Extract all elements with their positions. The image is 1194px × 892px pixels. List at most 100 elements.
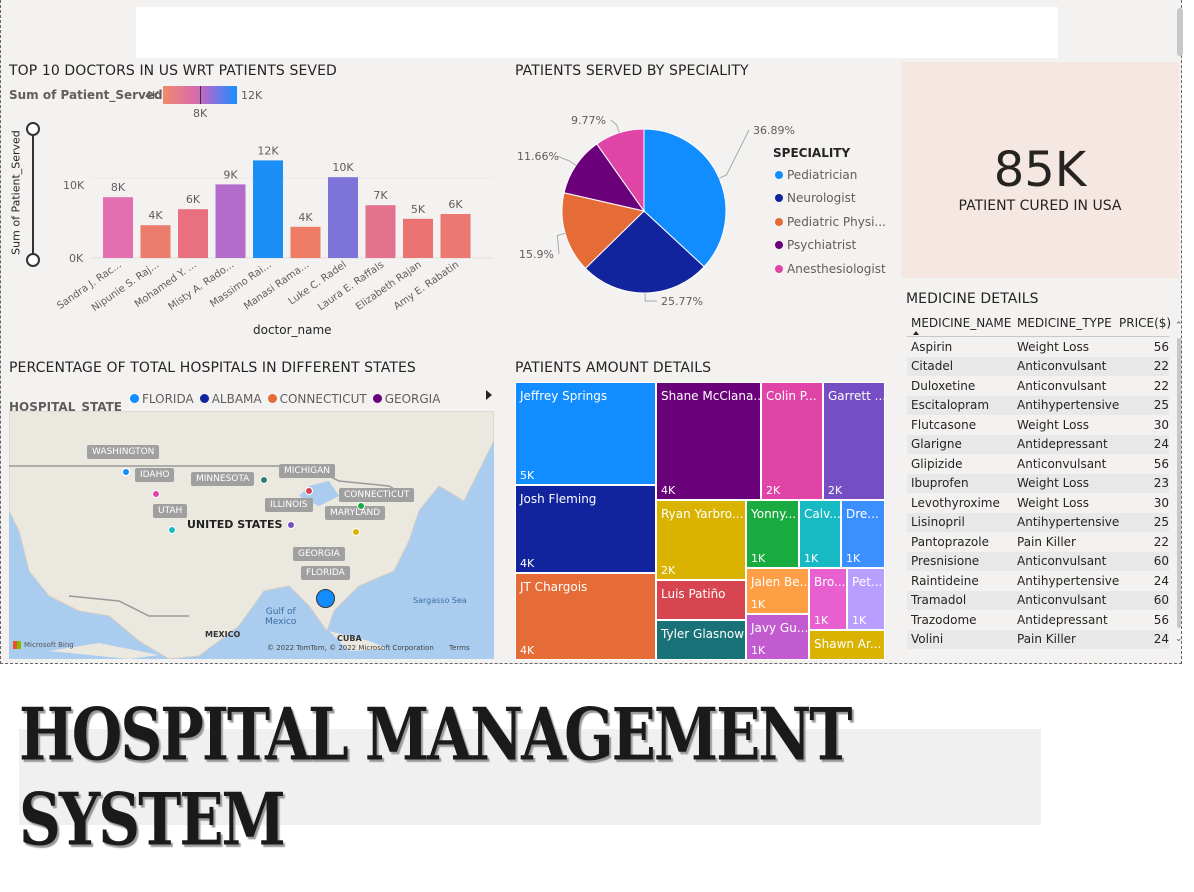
table-row[interactable]: Escitalopram Antihypertensive 25 [907,395,1169,415]
bubble-washington[interactable] [122,468,130,476]
bar-4[interactable] [253,160,283,258]
col-price[interactable]: PRICE($) [1119,316,1172,330]
map-terms-link[interactable]: Terms [449,644,470,652]
legend-dot-icon [775,241,783,250]
bar-5[interactable] [290,226,321,258]
pie-legend-item-0[interactable]: Pediatrician [775,163,886,187]
banner-title: HOSPITAL MANAGEMENT SYSTEM [19,692,852,862]
table-cell: Ibuprofen [911,476,969,491]
bubble-maryland[interactable] [352,528,360,536]
table-row[interactable]: Tramadol Anticonvulsant 60 [907,590,1169,610]
table-row[interactable]: Volini Pain Killer 24 [907,629,1169,649]
treemap-cell-8[interactable]: Dre... 1K [841,500,885,568]
treemap-cell-name: Josh Fleming [520,492,597,506]
map-label-idaho: IDAHO [135,468,175,482]
table-cell: Antihypertensive [1017,573,1120,588]
table-row[interactable]: Flutcasone Weight Loss 30 [907,415,1169,435]
bar-1[interactable] [140,225,171,258]
us-map[interactable]: WASHINGTON IDAHO MINNESOTA MICHIGAN CONN… [9,411,494,659]
bubble-minnesota[interactable] [260,476,268,484]
treemap-cell-0[interactable]: Jeffrey Springs 5K [515,382,656,485]
legend-marker [200,86,201,104]
table-row[interactable]: Pantoprazole Pain Killer 22 [907,532,1169,552]
table-cell: 56 [1153,339,1169,354]
pie-legend-item-4[interactable]: Anesthesiologist [775,257,886,281]
bubble-connecticut[interactable] [357,502,365,510]
bar-label-7: 7K [373,189,388,202]
bubble-idaho[interactable] [152,490,160,498]
speciality-chart-title: PATIENTS SERVED BY SPECIALITY [515,63,749,79]
treemap-cell-7[interactable]: Calv... 1K [799,500,841,568]
treemap-cell-value: 2K [828,484,843,497]
treemap-cell-2[interactable]: Colin P... 2K [761,382,823,500]
treemap-cell-16[interactable]: Shawn Ar... [809,630,885,660]
treemap-cell-6[interactable]: Yonny... 1K [746,500,799,568]
table-scrollbar[interactable] [1177,338,1181,628]
legend-dot-icon [372,394,382,403]
zoom-slider-track[interactable] [32,128,34,260]
table-row[interactable]: Citadel Anticonvulsant 22 [907,356,1169,376]
map-legend-item-3[interactable]: GEORGIA [372,392,440,406]
pie-legend-label: Anesthesiologist [787,261,886,276]
table-row[interactable]: Glarigne Antidepressant 24 [907,434,1169,454]
bar-8[interactable] [403,218,433,258]
medicine-title: MEDICINE DETAILS [906,291,1039,307]
table-cell: Antidepressant [1017,437,1108,452]
treemap-cell-3[interactable]: Garrett ... 2K [823,382,885,500]
table-row[interactable]: Glipizide Anticonvulsant 56 [907,454,1169,474]
pie-slice-1[interactable] [584,210,705,294]
pie-slice-0[interactable] [643,128,727,268]
bubble-michigan[interactable] [305,487,313,495]
table-row[interactable]: Ibuprofen Weight Loss 23 [907,473,1169,493]
treemap-cell-4[interactable]: Josh Fleming 4K [515,485,656,573]
pie-leader-2 [556,232,566,255]
map-legend-label: FLORIDA [141,391,194,406]
bar-6[interactable] [328,177,358,258]
col-medicine-type[interactable]: MEDICINE_TYPE [1017,316,1112,330]
zoom-slider-bottom-handle[interactable] [26,253,40,267]
treemap-cell-10[interactable]: Luis Patiño [656,580,746,620]
table-row[interactable]: Duloxetine Anticonvulsant 22 [907,376,1169,396]
map-legend-item-1[interactable]: ALBAMA [199,392,262,406]
pie-legend-item-1[interactable]: Neurologist [775,187,886,211]
table-row[interactable]: Levothyroxime Weight Loss 30 [907,493,1169,513]
map-copyright: © 2022 TomTom, © 2022 Microsoft Corporat… [267,644,434,652]
treemap-cell-14[interactable]: Tyler Glasnow [656,620,746,660]
pie-slice-2[interactable] [561,192,646,270]
table-row[interactable]: Trazodome Antidepressant 56 [907,610,1169,630]
bar-7[interactable] [365,205,396,258]
table-cell: 30 [1153,417,1169,432]
zoom-slider-top-handle[interactable] [26,122,40,136]
pie-legend-item-3[interactable]: Psychiatrist [775,234,886,258]
bar-9[interactable] [440,214,471,258]
treemap-cell-11[interactable]: Jalen Be... 1K [746,568,809,614]
bubble-florida[interactable] [316,589,335,608]
treemap-cell-5[interactable]: Ryan Yarbro... 2K [656,500,746,580]
bubble-illinois[interactable] [287,521,295,529]
table-scroll-down[interactable]: ⌄ [1175,634,1183,644]
bubble-utah[interactable] [168,526,176,534]
map-legend-item-0[interactable]: FLORIDA [129,391,194,406]
treemap-cell-name: Dre... [846,507,879,521]
col-medicine-name[interactable]: MEDICINE_NAME [911,316,1012,330]
legend-next-arrow[interactable] [486,390,492,400]
treemap-cell-1[interactable]: Shane McClana... 4K [656,382,761,500]
bar-0[interactable] [103,197,133,258]
table-scroll-up[interactable]: ⌃ [1175,321,1183,331]
table-row[interactable]: Raintideine Antihypertensive 24 [907,571,1169,591]
bar-2[interactable] [178,209,208,258]
treemap-cell-12[interactable]: Bro... 1K [809,568,847,630]
x-tick-3: Misty A. Rado... [167,259,237,312]
pie-slice-4[interactable] [596,128,645,213]
pie-legend-item-2[interactable]: Pediatric Physi... [775,210,886,234]
table-row[interactable]: Aspirin Weight Loss 56 [907,337,1169,357]
bar-3[interactable] [215,184,246,258]
page-scrollbar[interactable] [1177,8,1183,56]
table-row[interactable]: Lisinopril Antihypertensive 25 [907,512,1169,532]
treemap-cell-15[interactable]: Javy Gu... 1K [746,614,809,660]
pie-leader-3 [556,155,577,166]
map-legend-item-2[interactable]: CONNECTICUT [267,392,367,406]
treemap-cell-13[interactable]: Pet... 1K [847,568,885,630]
treemap-cell-9[interactable]: JT Chargois 4K [515,573,656,660]
table-row[interactable]: Presnisione Anticonvulsant 60 [907,551,1169,571]
